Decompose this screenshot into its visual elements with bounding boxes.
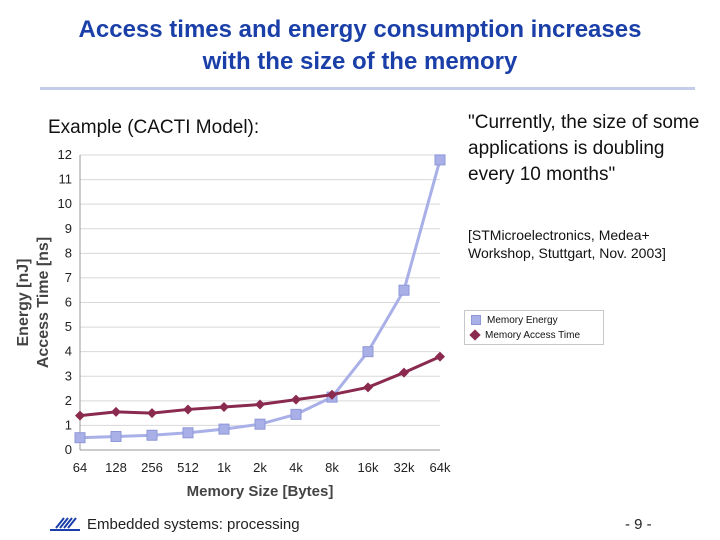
quote-text: "Currently, the size of some application… (468, 112, 700, 185)
y-tick-label: 9 (65, 221, 72, 236)
energy-data-point (218, 423, 230, 435)
energy-data-point (182, 427, 194, 439)
logo-icon (50, 517, 80, 531)
energy-data-point (362, 346, 374, 358)
x-tick-label: 256 (141, 460, 163, 475)
x-tick-label: 1k (217, 460, 231, 475)
x-tick-label: 2k (253, 460, 267, 475)
access-time-data-point (291, 394, 301, 405)
y-tick-label: 2 (65, 393, 72, 408)
page-number: - 9 - (625, 516, 652, 533)
diamond-marker-icon (469, 329, 481, 341)
citation-text: [STMicroelectronics, Medea+ Workshop, St… (468, 227, 666, 261)
y-tick-label: 6 (65, 295, 72, 310)
y-axis-label-energy: Energy [nJ] (15, 258, 32, 346)
energy-data-point (434, 154, 446, 166)
access-time-data-point (399, 367, 409, 378)
energy-data-point (110, 430, 122, 442)
x-tick-label: 512 (177, 460, 199, 475)
y-tick-label: 10 (58, 196, 72, 211)
x-tick-label: 64k (430, 460, 451, 475)
square-marker-icon (471, 315, 481, 325)
slide-title-line2: with the size of the memory (202, 48, 518, 75)
y-tick-label: 3 (65, 368, 72, 383)
slide-title-line1: Access times and energy consumption incr… (78, 16, 642, 43)
access-time-data-point (435, 351, 445, 362)
energy-data-point (254, 418, 266, 430)
energy-data-point (146, 429, 158, 441)
access-time-data-point (147, 408, 157, 419)
y-tick-label: 5 (65, 319, 72, 334)
y-tick-label: 8 (65, 245, 72, 260)
x-tick-label: 16k (358, 460, 379, 475)
energy-data-point (290, 408, 302, 420)
x-axis-label: Memory Size [Bytes] (187, 483, 334, 500)
y-tick-label: 1 (65, 417, 72, 432)
legend-item-access-time: Memory Access Time (469, 328, 580, 342)
x-tick-label: 8k (325, 460, 339, 475)
slide-title: Access times and energy consumption incr… (0, 14, 720, 78)
x-tick-label: 128 (105, 460, 127, 475)
legend-label-energy: Memory Energy (487, 314, 558, 326)
access-time-data-point (183, 404, 193, 415)
title-divider (40, 87, 695, 90)
access-time-data-point (111, 406, 121, 417)
access-time-data-point (363, 382, 373, 393)
y-tick-label: 11 (59, 172, 73, 187)
series-line-energy (79, 159, 442, 440)
access-time-data-point (327, 389, 337, 400)
access-time-data-point (255, 399, 265, 410)
x-tick-label: 4k (289, 460, 303, 475)
footer-text: Embedded systems: processing (87, 516, 300, 533)
y-axis-label-access-time: Access Time [ns] (35, 237, 52, 368)
access-time-data-point (75, 410, 85, 421)
legend-item-energy: Memory Energy (469, 313, 558, 327)
energy-data-point (398, 284, 410, 296)
y-tick-label: 7 (65, 270, 72, 285)
energy-data-point (74, 432, 86, 444)
x-tick-label: 32k (394, 460, 415, 475)
x-tick-label: 64 (73, 460, 87, 475)
y-tick-label: 12 (58, 147, 72, 162)
y-tick-label: 0 (65, 442, 72, 457)
example-label: Example (CACTI Model): (48, 117, 260, 138)
y-tick-label: 4 (65, 344, 72, 359)
access-time-data-point (219, 401, 229, 412)
legend-label-access-time: Memory Access Time (485, 329, 581, 341)
chart-legend: Memory Energy Memory Access Time (464, 310, 604, 345)
